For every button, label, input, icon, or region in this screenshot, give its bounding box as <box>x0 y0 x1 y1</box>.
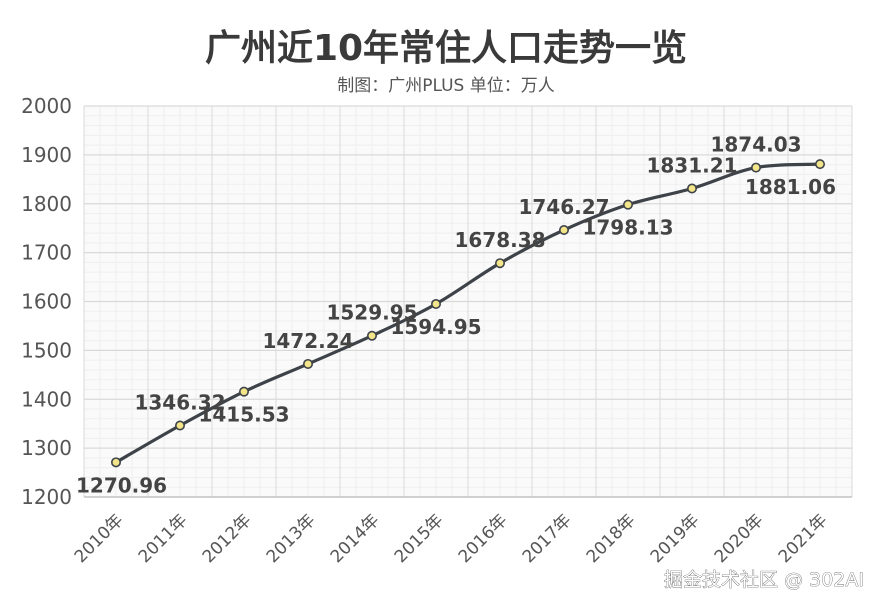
y-tick-label: 1800 <box>21 192 72 216</box>
chart-subtitle: 制图：广州PLUS 单位：万人 <box>337 76 555 96</box>
watermark-text: 掘金技术社区 @ 302AI <box>664 569 864 591</box>
data-point-marker <box>430 298 441 309</box>
data-label: 1529.95 <box>326 301 417 325</box>
y-tick-label: 2000 <box>21 94 72 118</box>
y-tick-label: 1600 <box>21 290 72 314</box>
data-point-marker <box>558 225 569 236</box>
data-label: 1594.95 <box>390 315 481 339</box>
data-label: 1881.06 <box>745 175 836 199</box>
y-tick-label: 1400 <box>21 387 72 411</box>
data-label: 1270.96 <box>76 473 167 497</box>
data-point-marker <box>175 420 186 431</box>
data-point-marker <box>686 183 697 194</box>
data-label: 1472.24 <box>262 329 353 353</box>
y-tick-label: 1500 <box>21 338 72 362</box>
data-point-marker <box>622 199 633 210</box>
data-label: 1746.27 <box>518 195 609 219</box>
chart-title: 广州近10年常住人口走势一览 <box>205 28 687 69</box>
plot-area: 1200130014001500160017001800190020002010… <box>21 94 853 567</box>
data-point-marker <box>750 162 761 173</box>
data-label: 1798.13 <box>582 216 673 240</box>
data-point-marker <box>494 258 505 269</box>
data-point-marker <box>366 330 377 341</box>
y-tick-label: 1200 <box>21 485 72 509</box>
data-point-marker <box>111 457 122 468</box>
data-label: 1346.32 <box>134 390 225 414</box>
data-label: 1678.38 <box>454 228 545 252</box>
y-tick-label: 1900 <box>21 143 72 167</box>
data-label: 1874.03 <box>710 133 801 157</box>
y-tick-label: 1700 <box>21 241 72 265</box>
data-point-marker <box>239 386 250 397</box>
data-point-marker <box>302 358 313 369</box>
y-tick-label: 1300 <box>21 436 72 460</box>
data-point-marker <box>814 159 825 170</box>
data-label: 1831.21 <box>646 153 737 177</box>
series-line <box>115 162 821 464</box>
data-label: 1415.53 <box>198 403 289 427</box>
